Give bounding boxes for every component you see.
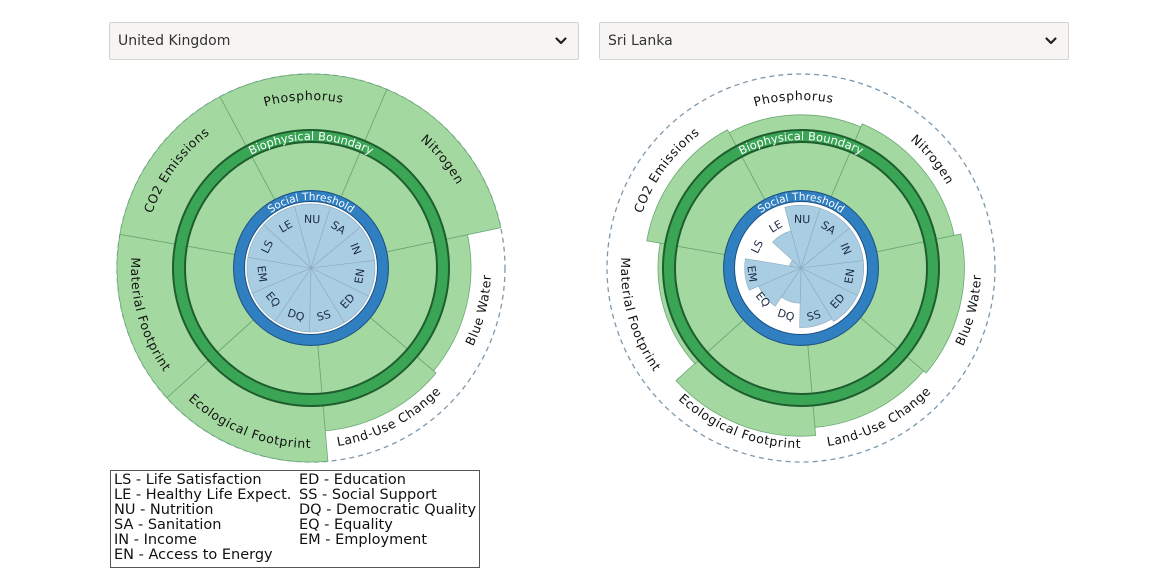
biophysical-label-0: Phosphorus — [752, 88, 835, 109]
social-ring — [724, 191, 878, 345]
social-sector-10 — [263, 205, 312, 269]
chevron-down-icon — [1045, 37, 1057, 45]
social-code-label: EN — [352, 268, 367, 285]
social-code-label: DQ — [286, 306, 307, 324]
social-code-label: EM — [744, 265, 759, 283]
abbreviation-legend: LS - Life Satisfaction LE - Healthy Life … — [110, 470, 480, 568]
social-code-label: LS — [259, 238, 276, 255]
social-code-label: LE — [767, 218, 785, 236]
social-code-label: NU — [794, 213, 811, 226]
country-select-right[interactable]: Sri Lanka — [599, 22, 1069, 60]
social-code-label: LS — [749, 238, 766, 255]
social-code-label: LE — [277, 218, 295, 236]
country-select-left-value: United Kingdom — [118, 33, 231, 49]
social-code-label: DQ — [776, 306, 797, 324]
legend-item: LS - Life Satisfaction — [114, 472, 262, 488]
social-code-label: EM — [254, 265, 269, 283]
biophysical-ring — [174, 131, 448, 405]
legend-item: EQ - Equality — [299, 517, 393, 533]
social-ring — [234, 191, 388, 345]
country-select-right-value: Sri Lanka — [608, 33, 673, 49]
legend-item: NU - Nutrition — [114, 502, 214, 518]
legend-item: EN - Access to Energy — [114, 547, 273, 563]
outer-boundary-circle — [606, 73, 996, 463]
social-code-label: NU — [304, 213, 321, 226]
social-code-label: EN — [842, 268, 857, 285]
chevron-down-icon — [555, 37, 567, 45]
social-sector-5 — [799, 266, 833, 328]
legend-item: IN - Income — [114, 532, 197, 548]
social-sector-8 — [744, 258, 803, 291]
biophysical-label-5: Material Footprint — [618, 257, 664, 374]
social-code-label: SS — [805, 308, 822, 324]
legend-item: LE - Healthy Life Expect. — [114, 487, 292, 503]
legend-item: DQ - Democratic Quality — [299, 502, 477, 518]
legend-column-1: LS - Life Satisfaction LE - Healthy Life … — [114, 473, 291, 563]
legend-column-2: ED - Education SS - Social Support DQ - De… — [299, 473, 476, 548]
biophysical-ring — [664, 131, 938, 405]
legend-item: EM - Employment — [299, 532, 428, 548]
legend-item: ED - Education — [299, 472, 406, 488]
country-select-left[interactable]: United Kingdom — [109, 22, 579, 60]
social-code-label: IN — [347, 241, 363, 257]
social-sector-4 — [800, 267, 858, 322]
social-code-label: SS — [315, 308, 332, 324]
legend-item: SS - Social Support — [299, 487, 437, 503]
legend-item: SA - Sanitation — [114, 517, 222, 533]
social-sector-10 — [772, 230, 802, 269]
social-code-label: IN — [837, 241, 853, 257]
